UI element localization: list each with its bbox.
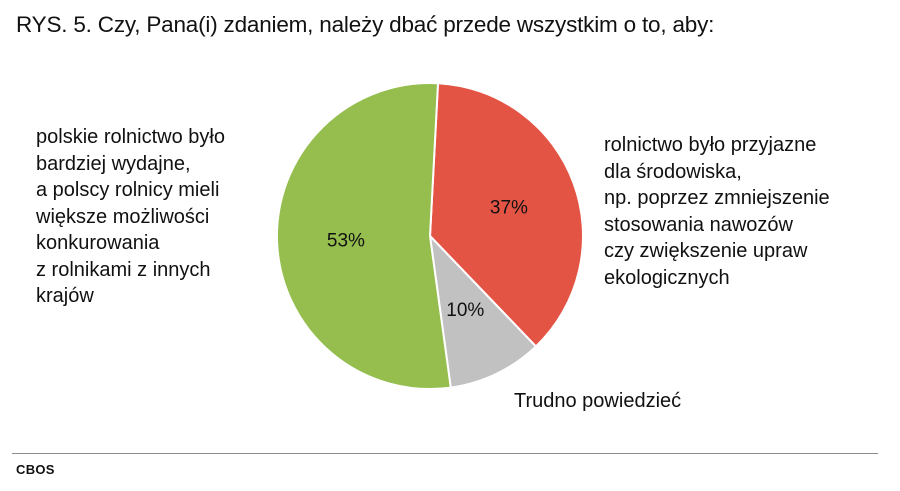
value-label: 10% bbox=[446, 300, 484, 321]
slice-przyjazne bbox=[429, 82, 584, 348]
slice-trudno bbox=[429, 235, 537, 389]
footer-divider bbox=[12, 453, 878, 454]
label-line: bardziej wydajne, bbox=[36, 152, 191, 175]
label-line: krajów bbox=[36, 285, 94, 307]
label-line: czy zwiększenie upraw bbox=[604, 240, 808, 262]
label-line: a polscy rolnicy mieli bbox=[36, 179, 220, 201]
value-label: 37% bbox=[490, 198, 528, 219]
slice-wydajne bbox=[276, 82, 452, 390]
label-line: z rolnikami z innych bbox=[36, 258, 211, 281]
slice-label-przyjazne: rolnictwo było przyjazne dla środowiska, n… bbox=[604, 132, 830, 291]
source-label: CBOS bbox=[16, 462, 55, 477]
chart-title: RYS. 5. Czy, Pana(i) zdaniem, należy dba… bbox=[16, 12, 715, 37]
label-line: większe możliwości bbox=[36, 205, 210, 228]
slice-label-trudno: Trudno powiedzieć bbox=[514, 388, 681, 415]
label-line: konkurowania bbox=[36, 232, 160, 254]
label-line: dla środowiska, bbox=[604, 160, 742, 183]
label-line: ekologicznych bbox=[604, 266, 730, 289]
value-label: 53% bbox=[327, 231, 365, 252]
label-line: rolnictwo było przyjazne bbox=[604, 134, 817, 156]
label-line: Trudno powiedzieć bbox=[514, 390, 682, 412]
label-line: polskie rolnictwo było bbox=[36, 126, 225, 148]
label-line: stosowania nawozów bbox=[604, 213, 793, 236]
label-line: np. poprzez zmniejszenie bbox=[604, 187, 830, 209]
slice-label-wydajne: polskie rolnictwo było bardziej wydajne, a… bbox=[36, 124, 225, 310]
